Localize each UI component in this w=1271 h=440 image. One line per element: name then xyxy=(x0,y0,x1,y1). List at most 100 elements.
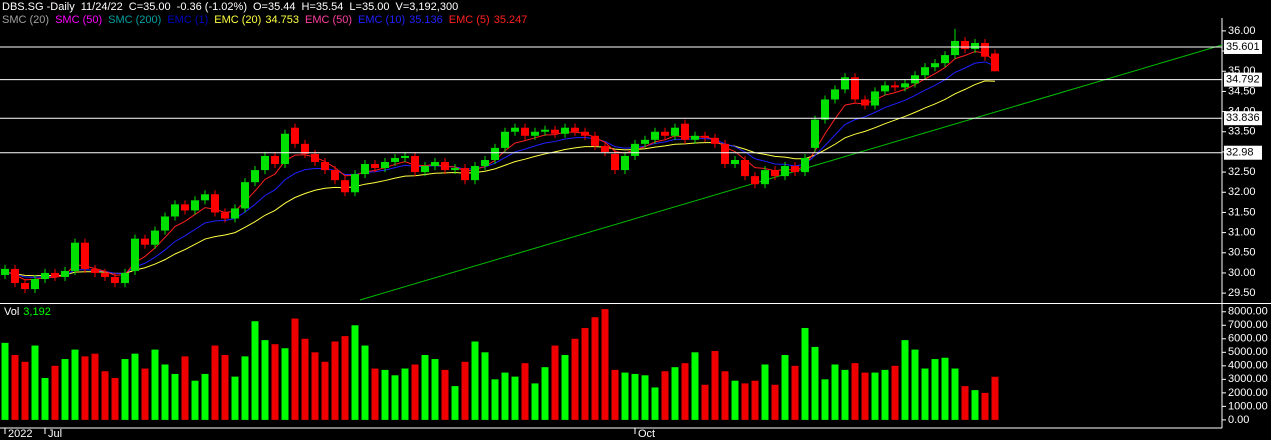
x-tick-label: 2022 xyxy=(8,428,32,440)
legend-item: SMC (20) xyxy=(2,14,49,26)
volume-bar xyxy=(601,309,609,420)
candle-body xyxy=(61,270,69,277)
volume-bar xyxy=(831,364,839,420)
header-item: C=35.00 xyxy=(128,1,171,13)
volume-bar xyxy=(121,359,129,420)
volume-bar xyxy=(541,367,549,420)
volume-bar xyxy=(201,373,209,420)
candle-body xyxy=(551,129,559,134)
volume-bar xyxy=(21,361,29,420)
legend-name: SMC (200) xyxy=(108,14,162,26)
volume-bar xyxy=(161,364,169,420)
volume-bar xyxy=(461,361,469,420)
header-row: DBS.SG -Daily 11/24/22 C=35.00 -0.36 (-1.02… xyxy=(2,1,458,13)
y-tick-label: 36.00 xyxy=(1228,25,1256,37)
volume-bar xyxy=(851,363,859,420)
volume-bar xyxy=(471,341,479,420)
candle-body xyxy=(331,170,339,181)
y-tick-label: 6000.00 xyxy=(1228,333,1268,345)
candle-body xyxy=(571,127,579,132)
level-label-box xyxy=(1224,111,1262,126)
volume-bar xyxy=(101,371,109,420)
y-tick-label: 30.00 xyxy=(1228,267,1256,279)
volume-bar xyxy=(41,377,49,420)
volume-bar xyxy=(811,346,819,420)
volume-bar xyxy=(91,353,99,420)
volume-bar xyxy=(741,383,749,420)
candle-body xyxy=(471,166,479,181)
candle-body xyxy=(771,170,779,177)
volume-legend: Vol 3,192 xyxy=(4,306,51,318)
candle-body xyxy=(121,272,129,284)
candle-body xyxy=(901,83,909,88)
candle-body xyxy=(591,135,599,146)
volume-bar xyxy=(221,355,229,420)
x-tick-label: Oct xyxy=(638,428,655,440)
candle-body xyxy=(131,238,139,271)
legend-name: EMC (1) xyxy=(167,14,209,26)
candle-body xyxy=(941,55,949,64)
candle-body xyxy=(971,42,979,50)
volume-bar xyxy=(901,340,909,420)
volume-bar xyxy=(451,386,459,420)
legend-item: SMC (50) xyxy=(55,14,102,26)
volume-bar xyxy=(891,365,899,420)
candle-body xyxy=(931,63,939,68)
level-label-box xyxy=(1224,145,1262,160)
legend-item: EMC (50) xyxy=(305,14,352,26)
volume-bar xyxy=(371,368,379,420)
volume-bar xyxy=(181,356,189,420)
legend-name: EMC (20) xyxy=(214,14,262,26)
y-tick-label: 4000.00 xyxy=(1228,360,1268,372)
volume-bar xyxy=(571,338,579,420)
moving-average xyxy=(4,50,996,281)
header-item: L=35.00 xyxy=(349,1,390,13)
candle-body xyxy=(141,238,149,245)
volume-bar xyxy=(781,355,789,420)
candle-body xyxy=(161,216,169,231)
volume-bar xyxy=(171,373,179,420)
volume-bar xyxy=(61,359,69,420)
candle-body xyxy=(951,40,959,56)
candle-body xyxy=(751,176,759,185)
volume-bar xyxy=(691,352,699,420)
header-item: -0.36 (-1.02%) xyxy=(176,1,247,13)
volume-bar xyxy=(911,349,919,420)
candle-body xyxy=(961,40,969,50)
candle-body xyxy=(831,89,839,100)
legend-name: SMC (50) xyxy=(55,14,103,26)
candle-body xyxy=(741,159,749,177)
y-tick-label: 34.50 xyxy=(1228,85,1256,97)
candle-body xyxy=(1,268,9,275)
volume-bar xyxy=(311,352,319,420)
volume-bar xyxy=(11,355,19,420)
y-tick-label: 2000.00 xyxy=(1228,387,1268,399)
y-tick-label: 8000.00 xyxy=(1228,306,1268,318)
volume-bar xyxy=(881,369,889,420)
volume-bar xyxy=(431,359,439,420)
volume-bar xyxy=(501,372,509,420)
candle-body xyxy=(791,166,799,173)
candle-body xyxy=(81,242,89,269)
volume-bar xyxy=(791,365,799,420)
candle-body xyxy=(521,127,529,136)
volume-bar xyxy=(1,342,9,420)
candle-body xyxy=(321,162,329,171)
candle-body xyxy=(491,147,499,160)
candle-body xyxy=(511,127,519,132)
legend-value: 34.753 xyxy=(265,14,299,26)
volume-bar xyxy=(721,371,729,420)
volume-last: 3,192 xyxy=(23,306,51,318)
y-tick-label: 1000.00 xyxy=(1228,400,1268,412)
volume-bar xyxy=(241,356,249,420)
volume-bar xyxy=(711,350,719,420)
candle-body xyxy=(311,153,319,163)
legend-name: EMC (50) xyxy=(304,14,353,26)
candle-body xyxy=(251,170,259,183)
candle-body xyxy=(181,204,189,211)
volume-bar xyxy=(941,357,949,420)
candle-body xyxy=(341,180,349,193)
candle-body xyxy=(11,268,19,284)
volume-bar xyxy=(671,367,679,420)
volume-bar xyxy=(251,321,259,420)
